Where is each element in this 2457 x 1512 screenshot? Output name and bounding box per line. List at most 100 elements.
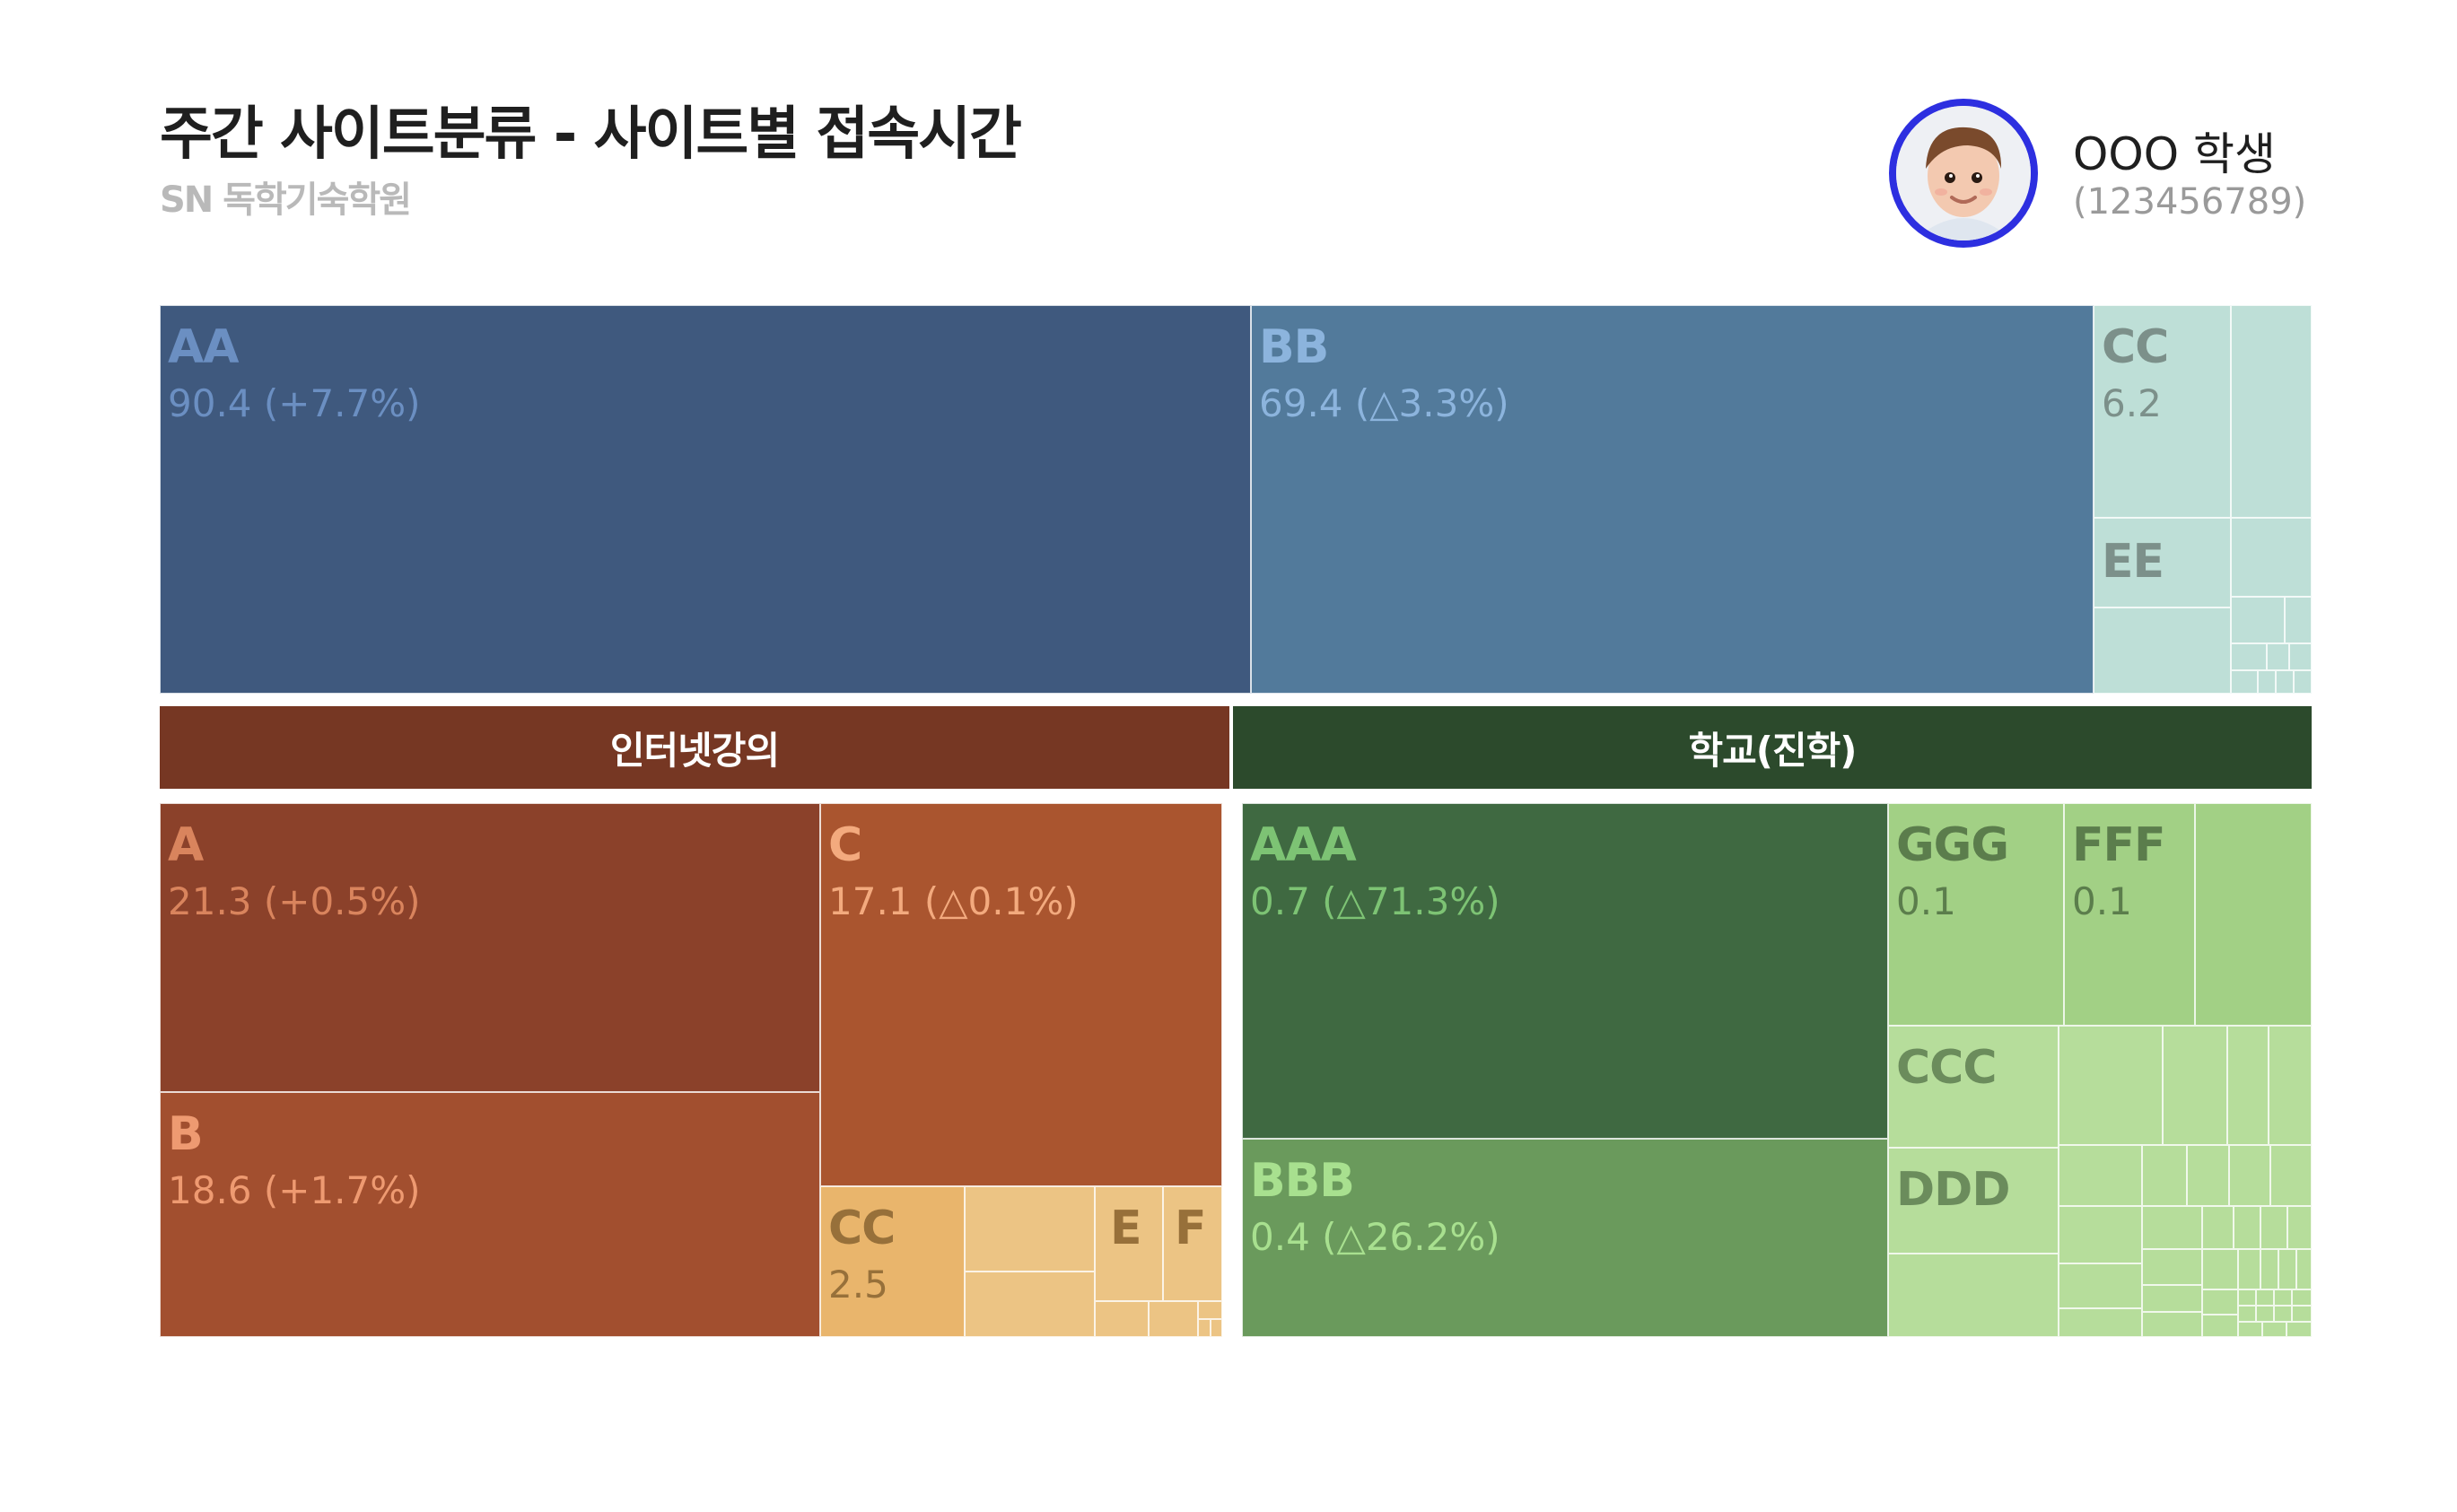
- treemap-tile-small[interactable]: [2142, 1206, 2202, 1249]
- treemap-tile-small[interactable]: [2202, 1249, 2238, 1289]
- treemap-tile-small[interactable]: [2292, 1289, 2312, 1306]
- treemap-tile-ggg[interactable]: GGG 0.1: [1888, 803, 2064, 1026]
- treemap-tile-a[interactable]: A 21.3 (+0.5%): [160, 803, 820, 1092]
- treemap-tile-small[interactable]: [2142, 1312, 2202, 1337]
- treemap-tile-small[interactable]: [2278, 1249, 2296, 1289]
- treemap-tile-small[interactable]: [1095, 1301, 1149, 1337]
- tile-label: FFF: [2072, 818, 2166, 872]
- treemap-tile-small[interactable]: [2256, 1306, 2274, 1322]
- treemap-tile-small[interactable]: [2231, 518, 2312, 597]
- treemap-tile-bb[interactable]: BB 69.4 (△3.3%): [1251, 305, 2094, 694]
- treemap-tile-small[interactable]: [2142, 1285, 2202, 1312]
- treemap-tile-small[interactable]: [2059, 1308, 2142, 1337]
- treemap-tile-small[interactable]: [2142, 1145, 2187, 1206]
- treemap-tile-small[interactable]: [2289, 643, 2312, 670]
- treemap-tile-small[interactable]: [2163, 1026, 2227, 1145]
- avatar[interactable]: [1889, 99, 2038, 248]
- tile-label: CCC: [1896, 1041, 1997, 1095]
- group-header-school: 학교(진학): [1233, 706, 2312, 789]
- tile-value: 6.2: [2102, 381, 2162, 425]
- treemap-tile-c[interactable]: C 17.1 (△0.1%): [820, 803, 1222, 1186]
- tile-value: 0.4 (△26.2%): [1250, 1215, 1500, 1259]
- treemap-tile-small[interactable]: [1211, 1319, 1222, 1337]
- treemap-tile-small[interactable]: [2238, 1289, 2256, 1306]
- tile-value: 18.6 (+1.7%): [168, 1168, 421, 1212]
- treemap-tile-small[interactable]: [2287, 1206, 2312, 1249]
- treemap-tile-cc[interactable]: CC 6.2: [2094, 305, 2231, 518]
- treemap-tile-bbb[interactable]: BBB 0.4 (△26.2%): [1242, 1139, 1888, 1337]
- tile-value: 69.4 (△3.3%): [1259, 381, 1509, 425]
- treemap-tile-small[interactable]: [2294, 670, 2312, 694]
- tile-label: DDD: [1896, 1163, 2010, 1217]
- brand-logo: SN 독학기숙학원: [160, 179, 412, 221]
- treemap-tile-small[interactable]: [1198, 1301, 1222, 1319]
- treemap-tile-ddd[interactable]: DDD: [1888, 1148, 2059, 1254]
- treemap-tile-small[interactable]: [2059, 1145, 2142, 1206]
- treemap-tile-small[interactable]: [2227, 1026, 2269, 1145]
- treemap-tile-small[interactable]: [2285, 597, 2312, 643]
- treemap-tile-small[interactable]: [2202, 1206, 2234, 1249]
- treemap-tile-small[interactable]: [2059, 1263, 2142, 1308]
- treemap-tile-small[interactable]: [2292, 1306, 2312, 1322]
- treemap-tile-small[interactable]: [2059, 1026, 2163, 1145]
- treemap-tile-e[interactable]: E: [1095, 1186, 1163, 1301]
- tile-value: 21.3 (+0.5%): [168, 879, 421, 923]
- tile-label: AAA: [1250, 818, 1357, 872]
- treemap-tile-small[interactable]: [2142, 1249, 2202, 1285]
- treemap-tile-small[interactable]: [2238, 1306, 2256, 1322]
- tile-value: 90.4 (+7.7%): [168, 381, 421, 425]
- treemap-tile-small[interactable]: [2202, 1315, 2238, 1337]
- treemap-tile-small[interactable]: [2260, 1249, 2278, 1289]
- treemap-tile-ee[interactable]: EE: [2094, 518, 2231, 607]
- treemap-tile-small[interactable]: [2256, 1289, 2274, 1306]
- treemap-tile-small[interactable]: [2258, 670, 2276, 694]
- user-name: OOO 학생: [2073, 128, 2276, 180]
- treemap-tile-small[interactable]: [2234, 1206, 2260, 1249]
- tile-value: 0.1: [2072, 879, 2132, 923]
- tile-label: C: [828, 818, 862, 872]
- treemap-tile-small[interactable]: [2231, 597, 2285, 643]
- treemap-tile-small[interactable]: [2286, 1322, 2312, 1337]
- tile-value: 2.5: [828, 1263, 888, 1307]
- treemap-tile-small[interactable]: [2231, 305, 2312, 518]
- treemap-tile-small[interactable]: [2195, 803, 2312, 1026]
- treemap-tile-small[interactable]: [1888, 1254, 2059, 1337]
- treemap-tile-small[interactable]: [2296, 1249, 2312, 1289]
- treemap-tile-b[interactable]: B 18.6 (+1.7%): [160, 1092, 820, 1337]
- tile-label: A: [168, 818, 204, 872]
- treemap-tile-aaa[interactable]: AAA 0.7 (△71.3%): [1242, 803, 1888, 1139]
- treemap-tile-small[interactable]: [2269, 1026, 2312, 1145]
- treemap-tile-small[interactable]: [2229, 1145, 2270, 1206]
- treemap-tile-small[interactable]: [2274, 1289, 2292, 1306]
- treemap-tile-small[interactable]: [2094, 607, 2231, 694]
- treemap-tile-small[interactable]: [2267, 643, 2289, 670]
- treemap-tile-fff[interactable]: FFF 0.1: [2064, 803, 2195, 1026]
- treemap-tile-small[interactable]: [965, 1272, 1095, 1337]
- treemap-tile-aa[interactable]: AA 90.4 (+7.7%): [160, 305, 1251, 694]
- treemap-tile-small[interactable]: [1198, 1319, 1211, 1337]
- treemap-tile-small[interactable]: [2262, 1322, 2286, 1337]
- treemap-tile-small[interactable]: [2202, 1289, 2238, 1315]
- treemap-tile-small[interactable]: [2231, 643, 2267, 670]
- treemap-tile-ccc[interactable]: CCC: [1888, 1026, 2059, 1148]
- group-header-lecture: 인터넷강의: [160, 706, 1229, 789]
- tile-label: CC: [828, 1202, 896, 1255]
- treemap-tile-small[interactable]: [2276, 670, 2294, 694]
- treemap-tile-small[interactable]: [2238, 1249, 2260, 1289]
- treemap-tile-small[interactable]: [2270, 1145, 2312, 1206]
- treemap-tile-small[interactable]: [965, 1186, 1095, 1272]
- tile-label: BB: [1259, 320, 1329, 374]
- treemap-tile-small[interactable]: [2274, 1306, 2292, 1322]
- tile-value: 0.1: [1896, 879, 1956, 923]
- treemap-tile-small[interactable]: [2187, 1145, 2229, 1206]
- treemap-tile-cc[interactable]: CC 2.5: [820, 1186, 965, 1337]
- avatar-face-icon: [1896, 106, 2031, 240]
- treemap-tile-small[interactable]: [2238, 1322, 2262, 1337]
- treemap-tile-small[interactable]: [2260, 1206, 2287, 1249]
- tile-label: B: [168, 1107, 204, 1161]
- treemap-tile-small[interactable]: [2231, 670, 2258, 694]
- treemap-tile-small[interactable]: [2059, 1206, 2142, 1263]
- treemap-tile-small[interactable]: [1149, 1301, 1198, 1337]
- treemap-tile-f[interactable]: F: [1163, 1186, 1222, 1301]
- tile-label: F: [1175, 1202, 1207, 1255]
